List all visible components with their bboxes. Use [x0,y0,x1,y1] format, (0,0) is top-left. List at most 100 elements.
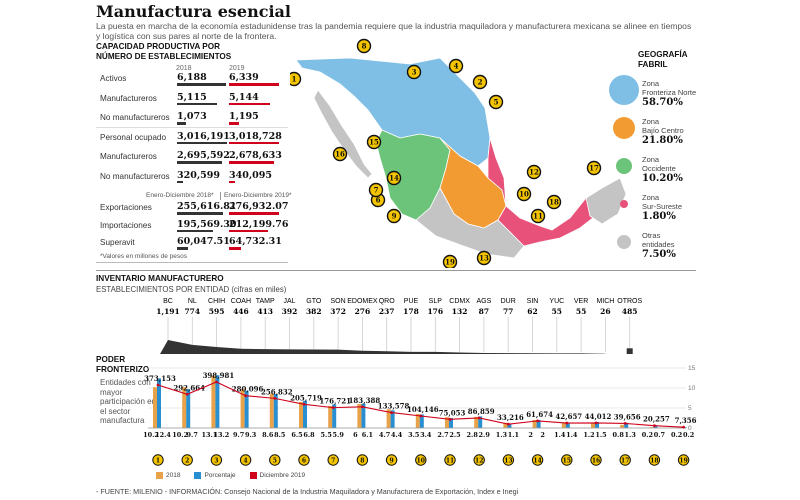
trade-row-label: Exportaciones [100,203,152,212]
geo-heading: GEOGRAFÍA FABRIL [638,50,688,69]
entity-marker [385,454,398,466]
frontier-legend: 2018 Porcentaje Diciembre 2019 [156,472,305,479]
zone-label-1: Zona [642,193,660,202]
frontier-y-tick: 5 [688,405,692,412]
label-2018: 10.2 [143,431,159,439]
entity-marker-label: 8 [360,458,364,465]
label-porcentaje: 1.5 [595,431,607,439]
entity-marker-label: 19 [679,458,687,465]
entity-marker-label: 4 [244,458,248,465]
capacity-value-2018: 320,599 [177,169,220,181]
map-marker-label: 10 [519,190,529,199]
page-subtitle: La puesta en marcha de la economía estad… [96,21,692,41]
inventory-category-label: EDOMEX [347,298,378,305]
label-porcentaje: 3.4 [420,431,432,439]
inventory-category-label: DUR [501,298,516,305]
map-marker-label: 1 [292,75,297,84]
trade-bar-2018 [177,229,213,232]
inventory-chart: BC 1,191 NL 774 CHIH 595 COAH 446 TAMP 413 JAL 392 G… [156,298,642,354]
dic2019-point [419,414,423,418]
label-porcentaje: 6.8 [303,431,315,439]
dic2019-point [448,417,452,421]
bar-2018 [357,404,362,428]
period-divider [220,192,221,200]
bar-porcentaje [361,403,366,428]
map-marker [406,64,422,80]
capacity-row-label: Manufactureros [100,93,157,103]
inventory-category-label: SON [331,298,346,305]
bar-porcentaje [565,422,570,428]
inventory-value-label: 77 [503,307,513,316]
frontier-y-tick: 15 [688,365,696,372]
map-marker [586,160,602,176]
label-porcentaje: 9.7 [187,431,198,439]
capacity-divider [96,262,288,263]
inventory-bar-otros [626,348,633,354]
entity-marker-label: 2 [185,458,189,465]
inventory-category-label: TAMP [256,298,275,305]
label-2018: 8.6 [262,431,274,439]
bar-porcentaje [273,394,278,428]
entity-marker [239,454,252,466]
entity-marker [561,454,573,466]
entity-marker-label: 18 [650,458,658,465]
capacity-value-2018: 5,115 [177,91,207,103]
trade-row-label: Superavit [100,238,135,247]
label-2018: 6 [353,431,358,439]
map-marker-label: 12 [529,168,539,177]
dic2019-value-label: 44,012 [585,412,612,421]
trade-value-2018: 60,047.51 [177,236,230,247]
dic2019-point [477,416,481,420]
capacity-bar-2018 [177,141,227,144]
inventory-value-label: 87 [479,307,489,316]
map-marker-label: 11 [533,212,543,221]
dic2019-value-label: 183,388 [349,396,381,405]
bar-porcentaje [215,375,220,428]
dic2019-point [594,421,598,425]
capacity-heading: CAPACIDAD PRODUCTIVA POR NÚMERO DE ESTAB… [96,42,231,62]
inventory-heading: INVENTARIO MANUFACTURERO [96,274,224,283]
capacity-row-label: No manufactureros [100,171,170,181]
inventory-value-label: 485 [622,307,638,316]
zone-label-2: Fronteriza Norte [642,88,697,97]
legend-swatch-2018 [156,472,163,479]
zone-circle [620,200,628,208]
inventory-category-label: QRO [379,298,396,305]
label-2018: 2.7 [437,431,448,439]
dic2019-value-label: 205,719 [290,393,322,402]
capacity-bar-2019 [229,122,239,125]
zone-percentage: 7.50% [642,249,676,260]
map-marker-label: 14 [389,174,399,183]
trade-bar-2019 [229,212,279,215]
capacity-bar-2019 [229,141,279,144]
entity-marker [677,454,690,466]
capacity-bar-2018 [177,180,183,183]
inventory-value-label: 1,191 [156,307,180,316]
entity-marker [619,454,631,466]
bar-porcentaje [419,414,424,428]
capacity-row-label: Personal ocupado [100,132,167,142]
year-label-2019: 2019 [229,65,245,72]
legend-label-2018: 2018 [166,472,181,479]
capacity-bar-2019 [229,102,270,105]
year-label-2018: 2018 [176,65,192,72]
label-2018: 2.8 [467,431,479,439]
label-2018: 0.2 [642,431,653,439]
trade-row-label: Importaciones [100,220,152,230]
inventory-value-label: 392 [282,307,298,316]
map-marker-label: 7 [374,186,379,195]
label-2018: 1.2 [583,431,594,439]
inventory-value-label: 55 [552,307,562,316]
trade-value-2018: 255,616.81 [177,201,237,212]
map-marker [530,208,546,224]
dic2019-value-label: 20,257 [643,415,670,424]
map-marker-label: 9 [392,212,397,221]
zone-percentage: 21.80% [642,135,683,146]
bar-2018 [182,387,187,428]
entity-marker-label: 6 [302,458,306,465]
map-marker [448,58,464,74]
trade-value-2018: 195,569.30 [177,218,237,230]
map-marker-label: 3 [412,68,417,77]
entity-marker-label: 12 [475,458,483,465]
inventory-category-label: YUC [549,298,564,305]
